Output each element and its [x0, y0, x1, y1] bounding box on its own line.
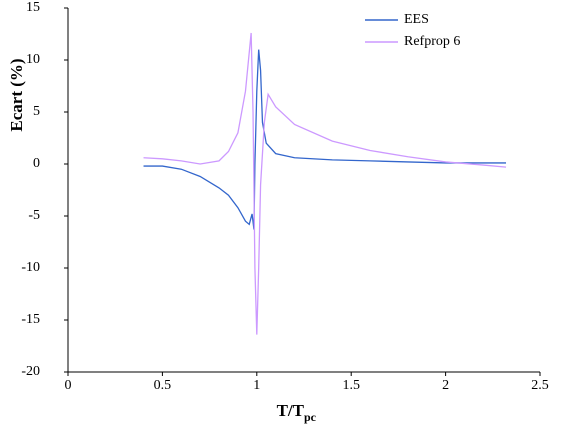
y-tick-label: 15: [26, 0, 40, 15]
y-tick-label: -20: [21, 364, 40, 379]
y-tick-label: 0: [33, 156, 40, 171]
x-tick-label: 2: [442, 378, 449, 393]
y-axis-title: Ecart (%): [7, 58, 26, 131]
data-line: [143, 49, 507, 230]
y-tick-label: 5: [33, 104, 40, 119]
y-tick-label: -5: [28, 208, 40, 223]
x-tick-label: 0.5: [154, 378, 172, 393]
y-tick-label: -15: [21, 312, 40, 327]
data-line: [143, 32, 507, 335]
legend-label: EES: [404, 12, 429, 27]
x-tick-label: 2.5: [531, 378, 549, 393]
y-tick-label: 10: [26, 52, 40, 67]
x-tick-label: 1: [253, 378, 260, 393]
x-axis-title: T/T: [277, 401, 305, 420]
x-tick-label: 1.5: [342, 378, 360, 393]
x-axis-title-subscript: pc: [304, 410, 317, 424]
y-tick-label: -10: [21, 260, 40, 275]
legend-label: Refprop 6: [404, 34, 460, 49]
x-tick-label: 0: [65, 378, 72, 393]
